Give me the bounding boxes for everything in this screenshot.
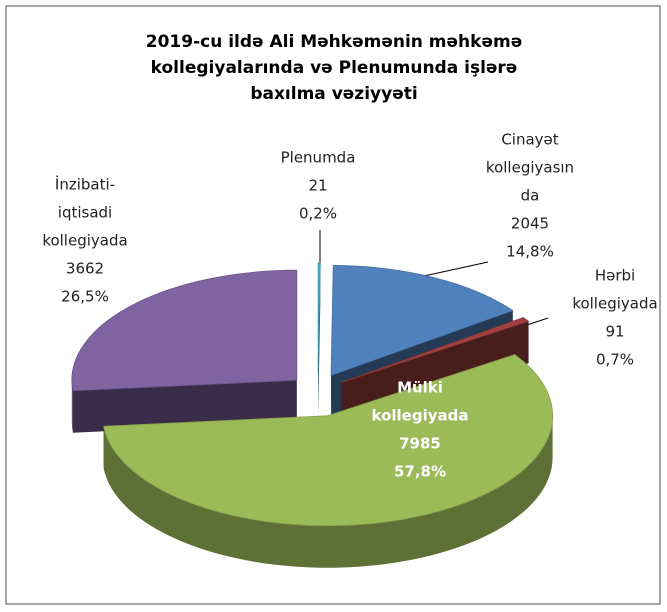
category-label: Mülki [397, 379, 443, 397]
category-label: iqtisadi [58, 204, 112, 222]
share-label: 0,7% [596, 351, 634, 369]
category-label: Hərbi [595, 267, 635, 285]
chart-title: baxılma vəziyyəti [250, 84, 417, 104]
category-label: Cinayət [501, 131, 558, 149]
category-label: kollegiyada [372, 407, 469, 425]
category-label: İnzibati- [55, 175, 115, 194]
category-label: da [521, 187, 540, 205]
slice [341, 317, 530, 383]
slice [330, 265, 514, 377]
slice [103, 354, 553, 527]
slice [71, 269, 298, 392]
value-label: 91 [605, 323, 624, 341]
category-label: kollegiyada [572, 295, 657, 313]
value-label: 2045 [511, 215, 549, 233]
share-label: 14,8% [506, 243, 554, 261]
category-label: kollegiyasın [486, 159, 574, 177]
share-label: 0,2% [299, 205, 337, 223]
value-label: 21 [308, 177, 327, 195]
value-label: 3662 [66, 260, 104, 278]
share-label: 57,8% [394, 463, 446, 481]
category-label: kollegiyada [42, 232, 127, 250]
leader-line [423, 261, 489, 277]
slice [317, 262, 321, 374]
chart-title: 2019-cu ildə Ali Məhkəmənin məhkəmə [146, 32, 522, 52]
share-label: 26,5% [61, 288, 109, 306]
chart-title: kollegiyalarında və Plenumunda işlərə [151, 58, 518, 78]
slice-side [71, 380, 73, 433]
category-label: Plenumda [281, 149, 356, 167]
slice-side [103, 415, 553, 568]
value-label: 7985 [399, 435, 441, 453]
